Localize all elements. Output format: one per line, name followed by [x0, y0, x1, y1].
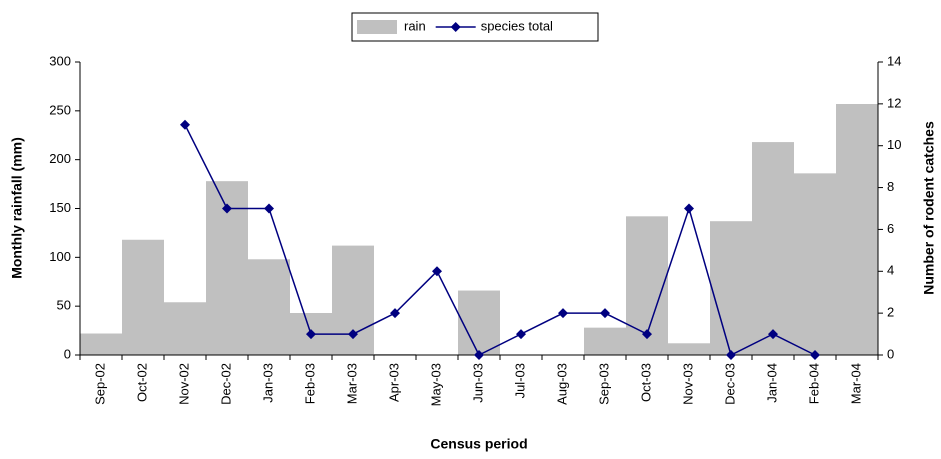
y-tick-label: 250 [49, 102, 71, 117]
bar [752, 142, 794, 355]
bar [458, 290, 500, 355]
bar [584, 327, 626, 355]
y2-tick-label: 12 [887, 95, 901, 110]
marker [180, 119, 190, 130]
bar [248, 259, 290, 355]
y2-tick-label: 14 [887, 53, 901, 68]
y2-tick-label: 4 [887, 263, 894, 278]
marker [642, 329, 652, 340]
y2-tick-label: 8 [887, 179, 894, 194]
x-tick-label: Mar-03 [344, 363, 359, 404]
bar [794, 173, 836, 355]
marker [474, 350, 484, 360]
y2-tick-label: 6 [887, 221, 894, 236]
x-tick-label: Dec-02 [218, 363, 233, 405]
x-tick-label: Jan-04 [764, 363, 779, 403]
x-tick-label: Sep-02 [92, 363, 107, 405]
x-tick-label: Jul-03 [512, 363, 527, 398]
bar [710, 221, 752, 355]
x-tick-label: Oct-02 [134, 363, 149, 402]
marker [558, 308, 568, 319]
marker [684, 203, 694, 214]
bar [836, 103, 878, 355]
marker [264, 203, 274, 214]
marker [432, 266, 442, 277]
bar [80, 333, 122, 355]
x-tick-label: Apr-03 [386, 363, 401, 402]
marker [348, 329, 358, 340]
marker [516, 329, 526, 340]
legend-swatch [357, 20, 397, 34]
y2-tick-label: 0 [887, 346, 894, 361]
marker [306, 329, 316, 340]
y2-tick-label: 2 [887, 305, 894, 320]
x-tick-label: Feb-03 [302, 363, 317, 404]
x-tick-label: Jan-03 [260, 363, 275, 403]
marker [390, 308, 400, 319]
legend-marker [450, 22, 461, 32]
bar [164, 302, 206, 355]
marker [726, 350, 736, 360]
y-tick-label: 0 [64, 346, 71, 361]
y-tick-label: 300 [49, 53, 71, 68]
y-tick-label: 150 [49, 200, 71, 215]
y-tick-label: 50 [57, 298, 71, 313]
x-tick-label: Feb-04 [806, 363, 821, 404]
marker [810, 350, 820, 360]
x-tick-label: Nov-03 [680, 363, 695, 405]
y2-axis-title: Number of rodent catches [921, 121, 937, 295]
bar [122, 239, 164, 355]
x-axis-title: Census period [430, 436, 527, 452]
marker [768, 329, 778, 340]
legend-label: rain [404, 18, 426, 33]
y2-tick-label: 10 [887, 137, 901, 152]
x-tick-label: Mar-04 [848, 363, 863, 404]
x-tick-label: Nov-02 [176, 363, 191, 405]
x-tick-label: Dec-03 [722, 363, 737, 405]
marker [222, 203, 232, 214]
marker [600, 308, 610, 319]
x-tick-label: Jun-03 [470, 363, 485, 403]
x-tick-label: Oct-03 [638, 363, 653, 402]
x-tick-label: May-03 [428, 363, 443, 406]
x-tick-label: Aug-03 [554, 363, 569, 405]
y-axis-title: Monthly rainfall (mm) [9, 137, 25, 279]
x-tick-label: Sep-03 [596, 363, 611, 405]
y-tick-label: 100 [49, 249, 71, 264]
legend-label: species total [481, 18, 553, 33]
line [184, 124, 816, 357]
y-tick-label: 200 [49, 151, 71, 166]
bar [668, 343, 710, 355]
